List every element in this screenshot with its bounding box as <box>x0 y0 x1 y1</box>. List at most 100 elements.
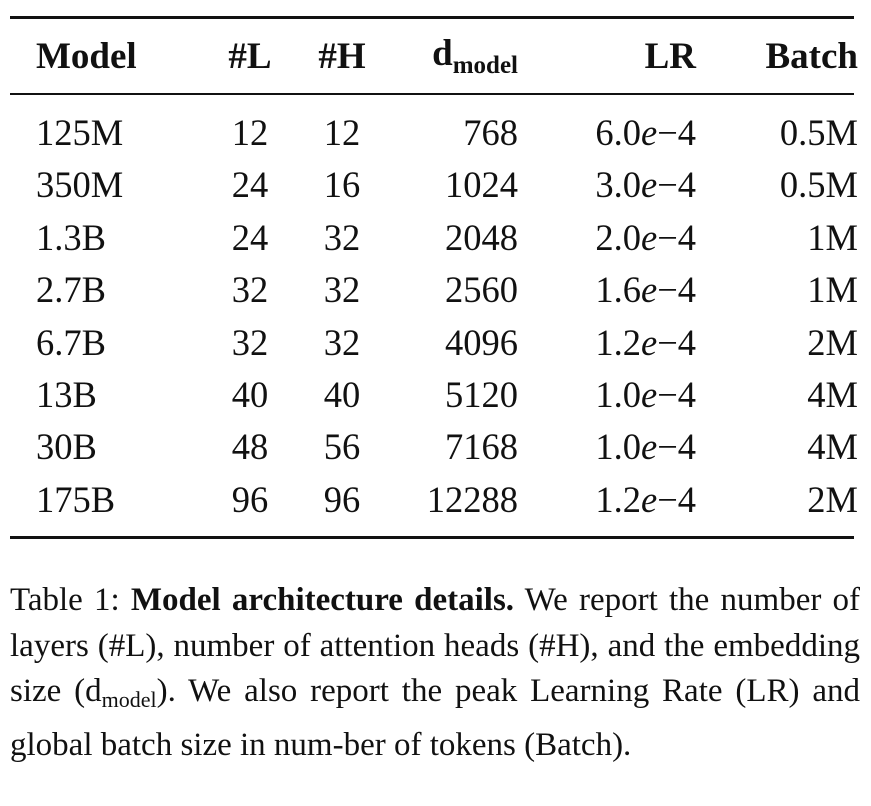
cell-d-model: 4096 <box>445 321 518 363</box>
lr-exponent: −4 <box>657 216 696 258</box>
cell-lr: 1.6e−4 <box>518 264 696 316</box>
header-row: Model #L #H dmodel LR Batch <box>10 19 871 93</box>
lr-e: e <box>640 426 658 468</box>
cell-model: 30B <box>36 426 97 468</box>
caption-sub: model <box>101 687 157 713</box>
cell-layers: 96 <box>231 478 269 520</box>
cell-layers: 32 <box>231 269 269 311</box>
top-rule <box>10 16 854 19</box>
cell-lr: 6.0e−4 <box>518 95 696 159</box>
lr-mantissa: 1.0 <box>595 426 641 468</box>
lr-mantissa: 2.0 <box>595 216 641 258</box>
lr-exponent: −4 <box>657 373 696 415</box>
lr-mantissa: 1.2 <box>595 478 641 520</box>
cell-lr: 2.0e−4 <box>518 212 696 264</box>
lr-e: e <box>640 216 658 258</box>
lr-mantissa: 3.0 <box>595 164 641 206</box>
cell-layers: 12 <box>231 111 269 153</box>
lr-exponent: −4 <box>657 111 696 153</box>
header-batch: Batch <box>765 35 859 77</box>
lr-mantissa: 1.0 <box>595 373 641 415</box>
cell-heads: 32 <box>323 216 361 258</box>
cell-d-model: 768 <box>463 111 518 153</box>
caption-label: Table 1: <box>10 582 120 618</box>
cell-lr: 1.0e−4 <box>518 369 696 421</box>
table-row: 350M 24 16 1024 3.0e−4 0.5M <box>10 159 871 211</box>
architecture-table-body: 125M 12 12 768 6.0e−4 0.5M 350M 24 16 1024 3.0e−4 0… <box>10 95 871 536</box>
cell-model: 350M <box>36 164 124 206</box>
table-row: 13B 40 40 5120 1.0e−4 4M <box>10 369 871 421</box>
cell-heads: 96 <box>323 478 361 520</box>
caption-text-2: ). We also report the peak Learning Rate… <box>10 673 861 763</box>
lr-e: e <box>640 321 658 363</box>
caption-bold: Model architecture details. <box>130 582 515 618</box>
cell-lr: 1.2e−4 <box>518 474 696 536</box>
architecture-table: Model #L #H dmodel LR Batch <box>10 19 871 93</box>
header-lr: LR <box>644 35 696 77</box>
table-row: 1.3B 24 32 2048 2.0e−4 1M <box>10 212 871 264</box>
mid-rule <box>10 93 854 95</box>
cell-batch: 4M <box>807 426 858 468</box>
table-caption: Table 1: Model architecture details. We … <box>10 578 860 768</box>
table-row: 2.7B 32 32 2560 1.6e−4 1M <box>10 264 871 316</box>
caption-text-1: We report the number of layers (#L), num… <box>10 582 861 710</box>
architecture-table-container: Model #L #H dmodel LR Batch 125M 12 12 768 6… <box>10 16 858 540</box>
cell-model: 13B <box>36 373 97 415</box>
cell-model: 6.7B <box>36 321 106 363</box>
lr-e: e <box>640 478 658 520</box>
cell-heads: 40 <box>323 373 361 415</box>
header-model: Model <box>36 35 137 77</box>
cell-layers: 24 <box>231 216 269 258</box>
cell-heads: 32 <box>323 321 361 363</box>
cell-d-model: 5120 <box>445 373 518 415</box>
cell-batch: 0.5M <box>779 111 858 153</box>
cell-batch: 2M <box>807 321 858 363</box>
lr-mantissa: 1.2 <box>595 321 641 363</box>
header-d-model-base: d <box>432 33 453 74</box>
cell-model: 125M <box>36 111 124 153</box>
cell-lr: 1.0e−4 <box>518 421 696 473</box>
cell-d-model: 2560 <box>445 269 518 311</box>
table-row: 125M 12 12 768 6.0e−4 0.5M <box>10 95 871 159</box>
cell-d-model: 12288 <box>426 478 518 520</box>
cell-layers: 32 <box>231 321 269 363</box>
cell-model: 175B <box>36 478 116 520</box>
lr-mantissa: 1.6 <box>595 269 641 311</box>
table-row: 30B 48 56 7168 1.0e−4 4M <box>10 421 871 473</box>
cell-batch: 1M <box>807 269 858 311</box>
header-heads: #H <box>318 35 366 77</box>
cell-layers: 24 <box>231 164 269 206</box>
cell-d-model: 2048 <box>445 216 518 258</box>
cell-layers: 48 <box>231 426 269 468</box>
header-d-model-sub: model <box>452 52 518 79</box>
lr-e: e <box>640 164 658 206</box>
lr-exponent: −4 <box>657 478 696 520</box>
lr-e: e <box>640 269 658 311</box>
cell-batch: 0.5M <box>779 164 858 206</box>
table-row: 6.7B 32 32 4096 1.2e−4 2M <box>10 317 871 369</box>
cell-heads: 56 <box>323 426 361 468</box>
header-layers: #L <box>228 35 272 77</box>
cell-model: 1.3B <box>36 216 106 258</box>
cell-lr: 3.0e−4 <box>518 159 696 211</box>
bottom-rule <box>10 536 854 540</box>
cell-d-model: 1024 <box>445 164 518 206</box>
cell-layers: 40 <box>231 373 269 415</box>
lr-exponent: −4 <box>657 269 696 311</box>
header-d-model: dmodel <box>388 19 518 93</box>
lr-exponent: −4 <box>657 321 696 363</box>
lr-mantissa: 6.0 <box>595 111 641 153</box>
cell-batch: 4M <box>807 373 858 415</box>
cell-batch: 1M <box>807 216 858 258</box>
cell-batch: 2M <box>807 478 858 520</box>
cell-heads: 12 <box>323 111 361 153</box>
cell-heads: 16 <box>323 164 361 206</box>
cell-lr: 1.2e−4 <box>518 317 696 369</box>
table-row: 175B 96 96 12288 1.2e−4 2M <box>10 474 871 536</box>
lr-exponent: −4 <box>657 426 696 468</box>
lr-e: e <box>640 111 658 153</box>
lr-exponent: −4 <box>657 164 696 206</box>
lr-e: e <box>640 373 658 415</box>
cell-d-model: 7168 <box>445 426 518 468</box>
cell-model: 2.7B <box>36 269 106 311</box>
